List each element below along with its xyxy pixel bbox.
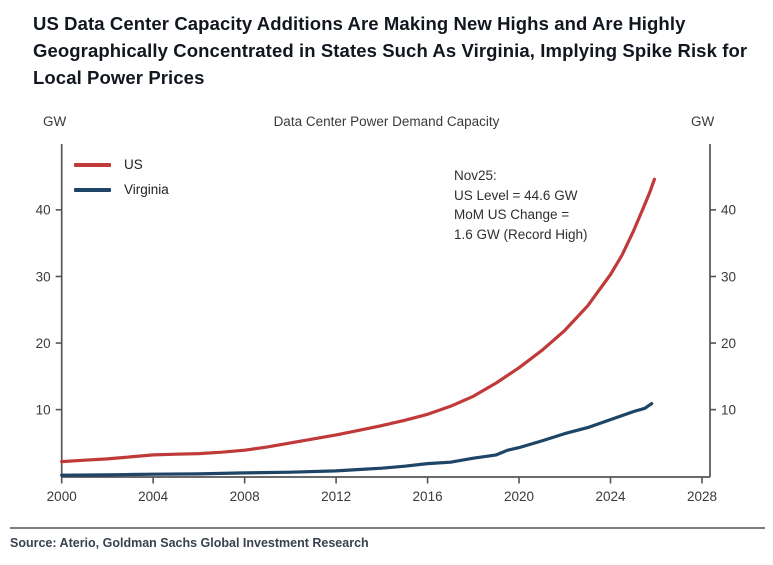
legend-label-virginia: Virginia [124, 182, 169, 197]
source-divider [10, 527, 765, 529]
us-series-line [60, 177, 657, 464]
chart-title: Data Center Power Demand Capacity [273, 114, 500, 129]
x-tick-label: 2004 [138, 489, 169, 504]
x-tick-label: 2024 [596, 489, 627, 504]
y-tick-label-right: 40 [721, 203, 736, 218]
legend-item-us: US [74, 152, 169, 177]
report-title: US Data Center Capacity Additions Are Ma… [33, 13, 748, 88]
y-tick-label-left: 20 [36, 336, 51, 351]
y-axis-unit-left: GW [43, 114, 67, 129]
x-tick-label: 2008 [230, 489, 260, 504]
y-tick-label-left: 30 [36, 269, 51, 284]
x-tick-label: 2000 [47, 489, 77, 504]
chart-legend: US Virginia [74, 152, 169, 202]
y-tick-label-left: 40 [36, 203, 51, 218]
annotation-line-1: Nov25: [454, 168, 497, 183]
annotation-line-3: MoM US Change = [454, 207, 570, 222]
y-tick-label-left: 10 [36, 402, 51, 417]
y-tick-label-right: 20 [721, 336, 736, 351]
virginia-series-line [60, 402, 654, 477]
x-tick-label: 2012 [321, 489, 351, 504]
y-tick-label-right: 10 [721, 402, 736, 417]
annotation-line-2: US Level = 44.6 GW [454, 187, 578, 203]
virginia-line-swatch [74, 187, 111, 192]
source-text: Source: Aterio, Goldman Sachs Global Inv… [10, 536, 369, 550]
legend-label-us: US [124, 157, 143, 172]
x-tick-label: 2028 [687, 489, 717, 504]
annotation-line-4: 1.6 GW (Record High) [454, 226, 588, 242]
x-tick-label: 2020 [504, 489, 534, 504]
x-tick-label: 2016 [413, 489, 443, 504]
nov25-annotation: Nov25: US Level = 44.6 GW MoM US Change … [454, 166, 588, 244]
legend-item-virginia: Virginia [74, 177, 169, 202]
us-line-swatch [74, 162, 111, 167]
y-axis-unit-right: GW [691, 114, 715, 129]
y-tick-label-right: 30 [721, 269, 736, 284]
